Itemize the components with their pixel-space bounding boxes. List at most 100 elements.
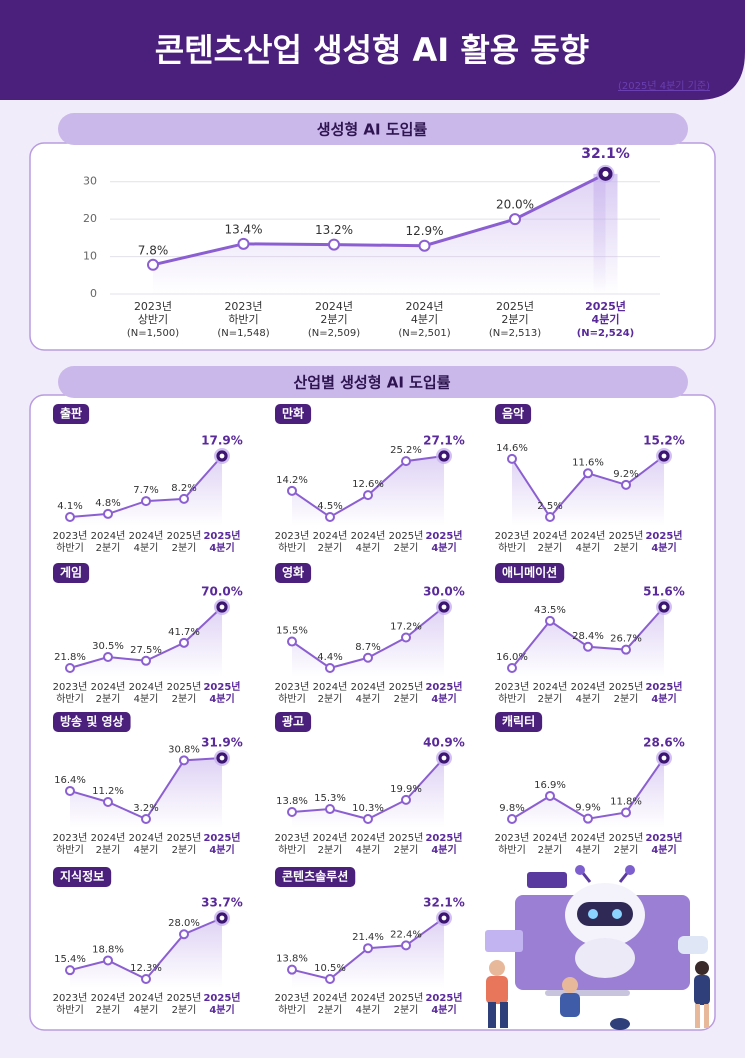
chart-title-pill [53,712,131,732]
x-tick-label: 2024년 [315,300,353,313]
x-tick-label: 하반기 [56,692,84,705]
data-label: 41.7% [168,627,200,638]
point [363,943,373,954]
x-tick-label: 하반기 [56,541,84,554]
robot-illustration [485,865,710,1030]
x-tick-label: 2024년 [313,832,348,844]
data-label: 16.4% [54,775,86,786]
point [216,450,228,462]
point [658,601,670,613]
point [598,166,613,181]
x-tick-label: 4분기 [134,1004,159,1016]
point [325,974,335,984]
data-label: 30.0% [423,585,465,599]
chart-title-pill [53,867,112,887]
x-tick-label: 2분기 [172,1004,197,1016]
chart-title: 영화 [282,565,304,580]
data-label: 11.6% [572,457,604,468]
data-label: 9.9% [575,803,600,814]
x-tick-label: 2025년 [389,530,424,542]
x-tick-label: 2023년 [53,832,88,844]
x-tick-label: 하반기 [56,843,84,856]
x-tick-label: 4분기 [651,843,676,856]
point [507,453,517,464]
point [65,663,75,673]
data-label: 51.6% [643,585,685,599]
data-label: 12.9% [405,224,443,238]
point [583,641,593,652]
data-label: 12.3% [130,963,162,974]
data-label: 14.6% [496,443,528,454]
x-tick-label: 2025년 [425,529,462,542]
data-label: 10.3% [352,803,384,814]
section-heading: 생성형 AI 도입률 [317,121,428,139]
x-tick-label: 2분기 [318,542,343,554]
chart-title-pill [275,867,356,887]
x-tick-label: 4분기 [209,1003,234,1016]
x-tick-label: (N=2,513) [489,328,541,339]
page-note: (2025년 4분기 기준) [618,80,710,92]
x-tick-label: (N=2,524) [577,328,635,339]
point [103,651,113,662]
x-tick-label: 4분기 [431,1003,456,1016]
x-tick-label: 2분기 [96,1004,121,1016]
x-tick-label: 2025년 [425,831,462,844]
line-area [70,456,222,526]
x-tick-label: 2분기 [614,844,639,856]
y-tick-label: 20 [83,212,97,225]
x-tick-label: 2분기 [538,542,563,554]
data-label: 7.7% [133,485,158,496]
point [509,213,521,226]
x-tick-label: 2024년 [129,832,164,844]
x-tick-label: 2025년 [203,529,240,542]
point [287,964,297,975]
data-label: 14.2% [276,475,308,486]
data-label: 16.9% [534,780,566,791]
x-tick-label: 상반기 [138,313,168,326]
x-tick-label: 4분기 [134,542,159,554]
data-label: 32.1% [581,146,630,162]
data-label: 8.2% [171,483,196,494]
point [287,636,297,647]
data-label: 20.0% [496,198,534,212]
point [363,490,373,501]
x-tick-label: 2024년 [91,530,126,542]
point [363,814,373,824]
data-label: 43.5% [534,605,566,616]
x-tick-label: 2025년 [645,831,682,844]
x-tick-label: 2024년 [91,681,126,693]
data-label: 16.0% [496,652,528,663]
x-tick-label: 4분기 [356,844,381,856]
x-tick-label: (N=1,548) [217,328,269,339]
point [147,258,159,271]
data-label: 26.7% [610,634,642,645]
data-label: 10.5% [314,963,346,974]
data-label: 11.8% [610,797,642,808]
x-tick-label: 2분기 [96,693,121,705]
x-tick-label: 4분기 [431,692,456,705]
section-heading: 산업별 생성형 AI 도입률 [293,374,450,392]
x-tick-label: 2024년 [351,530,386,542]
point [401,794,411,805]
point [658,450,670,462]
x-tick-label: 2023년 [275,681,310,693]
point [583,813,593,824]
x-tick-label: 2023년 [53,681,88,693]
x-tick-label: 2023년 [53,992,88,1004]
x-tick-label: 2분기 [320,313,347,326]
highlight-column [593,173,618,294]
x-tick-label: 2025년 [167,992,202,1004]
data-label: 27.1% [423,434,465,448]
x-tick-label: 2025년 [425,680,462,693]
point [141,496,151,507]
data-label: 9.2% [613,469,638,480]
x-tick-label: 2025년 [203,680,240,693]
x-tick-label: 2025년 [609,530,644,542]
point [328,238,340,251]
x-tick-label: (N=2,509) [308,328,360,339]
x-tick-label: 2분기 [172,844,197,856]
data-label: 8.7% [355,642,380,653]
line-area [292,456,444,526]
series-line [152,172,607,267]
x-tick-label: 4분기 [411,313,438,326]
